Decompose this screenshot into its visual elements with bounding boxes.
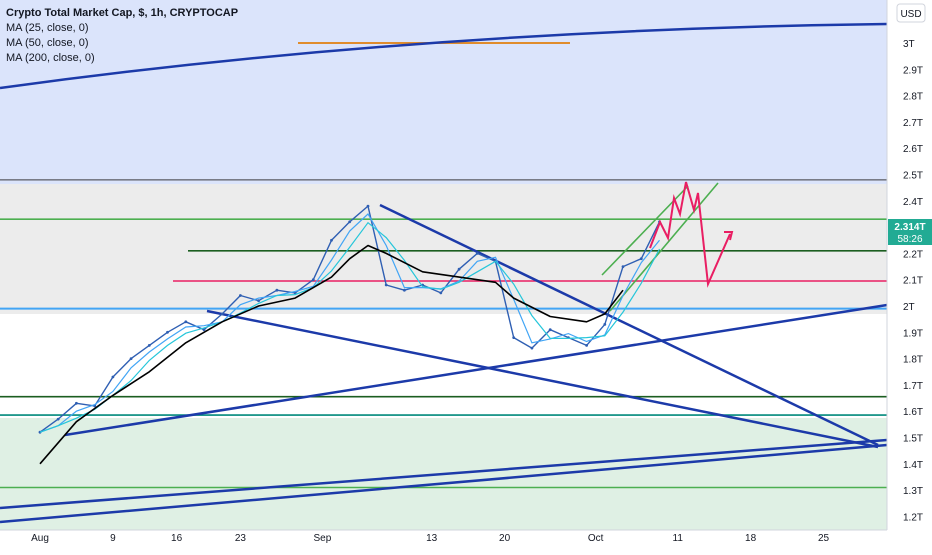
currency-label: USD — [900, 9, 921, 20]
indicator-ma25[interactable]: MA (25, close, 0) — [6, 22, 89, 34]
last-price-background — [888, 219, 932, 245]
y-tick-label: 1.2T — [903, 512, 923, 523]
projected-arrow-head — [724, 231, 734, 241]
x-tick-label: Sep — [314, 533, 332, 544]
last-price-tag: 2.314T 58:26 — [888, 219, 932, 245]
price-point — [639, 257, 643, 261]
y-tick-label: 1.5T — [903, 434, 923, 445]
price-point — [621, 265, 625, 268]
price-point — [111, 375, 115, 379]
long-term-trend-curve — [0, 22, 888, 90]
x-tick-label: 20 — [499, 533, 511, 544]
price-point — [220, 312, 224, 316]
y-tick-label: 1.4T — [903, 460, 923, 471]
price-point — [129, 357, 133, 360]
price-point — [166, 330, 169, 334]
time-axis[interactable]: Aug 9 16 23 Sep 13 20 Oct 11 18 25 — [31, 533, 829, 544]
trendline — [206, 309, 879, 449]
series-layer — [38, 204, 661, 465]
price-point — [348, 220, 352, 224]
projection-layer — [649, 181, 734, 288]
price-point — [56, 417, 60, 421]
price-point — [239, 294, 242, 297]
y-tick-label: 1.8T — [903, 355, 923, 366]
y-tick-label: 2.1T — [903, 276, 923, 287]
indicator-ma200[interactable]: MA (200, close, 0) — [6, 52, 95, 64]
price-point — [603, 323, 607, 326]
indicator-ma50[interactable]: MA (50, close, 0) — [6, 37, 89, 49]
price-point — [585, 344, 588, 347]
y-tick-label: 2.5T — [903, 171, 923, 182]
price-point — [75, 401, 78, 405]
trendline — [379, 203, 879, 447]
range-zone-gray — [0, 184, 887, 314]
price-point — [202, 328, 206, 332]
trendline — [0, 438, 888, 510]
price-point — [475, 252, 479, 255]
price-point — [548, 328, 552, 332]
y-tick-label: 2T — [903, 302, 915, 313]
x-tick-label: 25 — [818, 533, 830, 544]
projected-path — [649, 181, 731, 288]
price-point — [384, 283, 388, 287]
currency-button[interactable]: USD — [896, 3, 926, 23]
x-tick-label: 11 — [673, 533, 684, 544]
y-tick-label: 2.8T — [903, 92, 923, 103]
chart-legend: Crypto Total Market Cap, $, 1h, CRYPTOCA… — [6, 6, 238, 66]
y-tick-label: 2.6T — [903, 144, 923, 155]
y-tick-label: 2.4T — [903, 197, 923, 208]
ma200-line — [39, 244, 624, 465]
price-point — [257, 299, 260, 303]
x-tick-label: 23 — [235, 533, 247, 544]
y-tick-label: 1.9T — [903, 328, 923, 339]
y-tick-label: 2.2T — [903, 249, 923, 260]
symbol-title[interactable]: Crypto Total Market Cap, $, 1h, CRYPTOCA… — [6, 7, 239, 19]
price-point — [275, 288, 279, 292]
ma25-line — [39, 213, 660, 433]
x-tick-label: 16 — [171, 533, 183, 544]
y-tick-label: 2.7T — [903, 118, 923, 129]
x-tick-label: 18 — [745, 533, 757, 544]
y-tick-label: 1.3T — [903, 486, 923, 497]
x-tick-label: 9 — [110, 533, 116, 544]
price-point — [439, 291, 443, 295]
price-point — [457, 267, 461, 271]
x-tick-label: Oct — [588, 533, 604, 544]
drawing-layer — [0, 22, 888, 524]
price-point — [512, 336, 516, 339]
price-point — [403, 288, 406, 292]
price-point — [184, 320, 188, 324]
ma50-line — [39, 221, 661, 433]
price-point — [311, 278, 315, 282]
x-tick-label: 13 — [426, 533, 438, 544]
y-tick-label: 2.9T — [903, 65, 923, 76]
x-tick-label: Aug — [31, 533, 49, 544]
y-tick-label: 3T — [903, 39, 915, 50]
y-tick-label: 1.7T — [903, 381, 923, 392]
price-point — [330, 238, 333, 242]
trendline — [0, 443, 888, 524]
last-price-value: 2.314T — [894, 222, 925, 233]
resistance-zone-blue — [0, 0, 887, 184]
price-point — [147, 344, 151, 347]
y-tick-label: 1.6T — [903, 407, 923, 418]
countdown-timer: 58:26 — [897, 234, 922, 245]
trendline — [64, 303, 888, 437]
price-point — [366, 204, 370, 208]
currency-button-frame — [896, 3, 926, 23]
price-point — [530, 346, 534, 350]
